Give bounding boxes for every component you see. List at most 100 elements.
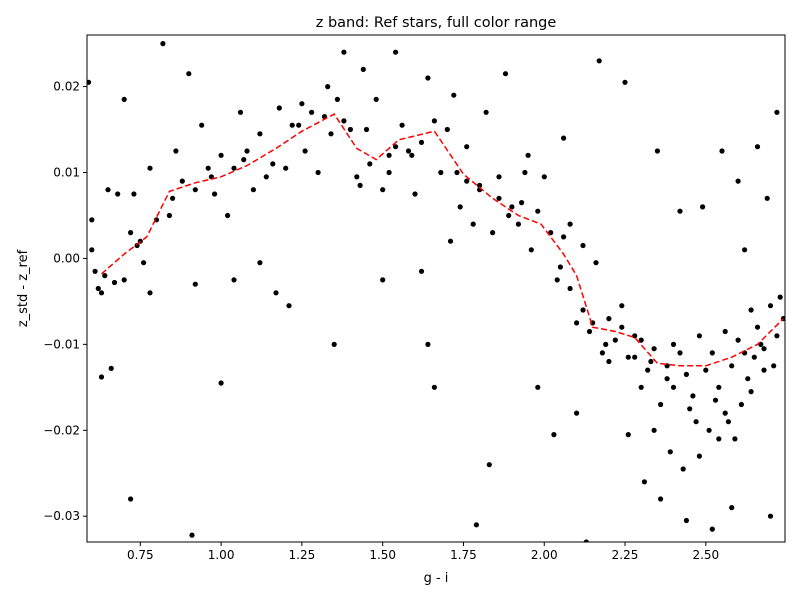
x-tick-label: 1.75	[450, 548, 477, 562]
data-point	[528, 247, 534, 253]
data-point	[328, 131, 334, 137]
data-point	[654, 148, 661, 154]
data-point	[244, 148, 250, 154]
data-point	[683, 371, 690, 377]
data-point	[160, 41, 166, 47]
data-point	[218, 380, 224, 386]
data-point	[586, 328, 593, 335]
data-point	[431, 118, 437, 124]
data-point	[677, 350, 683, 356]
data-point	[121, 277, 127, 283]
trend-line-layer	[101, 113, 784, 367]
data-point	[738, 401, 745, 408]
data-point	[706, 427, 712, 433]
data-point	[483, 109, 489, 115]
x-tick-label: 1.25	[289, 548, 316, 562]
data-point	[464, 144, 470, 150]
data-point	[464, 178, 470, 184]
data-point	[199, 122, 205, 128]
data-point	[102, 273, 108, 279]
data-point	[147, 165, 153, 171]
data-point	[105, 187, 111, 193]
data-point	[98, 374, 105, 380]
data-point	[89, 217, 95, 223]
data-point	[286, 303, 292, 309]
data-point	[273, 290, 279, 296]
data-point	[302, 148, 308, 154]
data-point	[541, 174, 547, 180]
data-point	[735, 178, 741, 184]
data-point	[296, 122, 302, 128]
data-point	[231, 165, 237, 171]
data-point	[703, 367, 709, 373]
data-point	[87, 79, 92, 85]
data-point	[651, 427, 657, 433]
data-point	[696, 333, 703, 339]
chart-title: z band: Ref stars, full color range	[316, 15, 557, 31]
data-point	[486, 462, 492, 468]
data-point	[515, 221, 522, 227]
data-point	[270, 161, 276, 167]
data-point	[664, 376, 670, 382]
data-point	[574, 410, 580, 416]
data-point	[121, 96, 127, 102]
data-point	[767, 513, 774, 519]
data-point	[412, 191, 418, 197]
data-point	[574, 320, 580, 326]
data-point	[554, 277, 560, 283]
data-point	[658, 496, 664, 502]
data-point	[367, 161, 373, 167]
data-point	[315, 169, 321, 176]
data-point	[473, 522, 479, 528]
data-point	[722, 410, 728, 416]
data-point	[638, 384, 644, 390]
data-point	[596, 58, 602, 64]
data-point	[347, 126, 353, 133]
data-point	[599, 350, 606, 356]
trend-line	[101, 113, 784, 367]
data-point	[625, 354, 631, 360]
data-point	[754, 324, 761, 330]
data-point	[696, 453, 703, 459]
data-point	[509, 204, 515, 210]
data-point	[108, 365, 114, 371]
data-point	[777, 294, 783, 300]
data-point	[583, 539, 589, 542]
data-point	[751, 354, 757, 360]
data-point	[745, 376, 751, 382]
data-point	[735, 337, 741, 343]
data-point	[606, 316, 612, 322]
y-tick-label: −0.02	[43, 423, 80, 437]
data-point	[111, 279, 118, 286]
data-point	[166, 212, 172, 219]
data-point	[128, 230, 134, 236]
data-point	[742, 247, 748, 253]
data-point	[771, 363, 777, 369]
data-point	[205, 165, 211, 171]
data-point	[237, 109, 244, 115]
data-point	[519, 200, 525, 206]
data-point	[386, 169, 392, 176]
data-point	[754, 144, 761, 150]
data-point	[619, 303, 625, 309]
data-point	[115, 191, 121, 197]
data-point	[632, 354, 638, 360]
data-point	[761, 346, 767, 352]
data-point	[680, 466, 686, 472]
data-point	[683, 517, 690, 524]
data-point	[386, 152, 392, 158]
data-point	[670, 341, 677, 347]
data-point	[522, 169, 528, 176]
data-point	[690, 393, 696, 399]
data-point	[225, 212, 231, 219]
data-point	[341, 118, 347, 124]
x-tick-label: 2.00	[531, 548, 558, 562]
y-axis: −0.03 −0.02 −0.01 0.00 0.01 0.02	[43, 80, 87, 523]
data-point	[761, 367, 767, 373]
x-tick-label: 2.25	[612, 548, 639, 562]
data-point	[729, 363, 735, 369]
data-point	[263, 174, 269, 180]
data-point	[625, 432, 631, 438]
data-point	[774, 109, 780, 115]
